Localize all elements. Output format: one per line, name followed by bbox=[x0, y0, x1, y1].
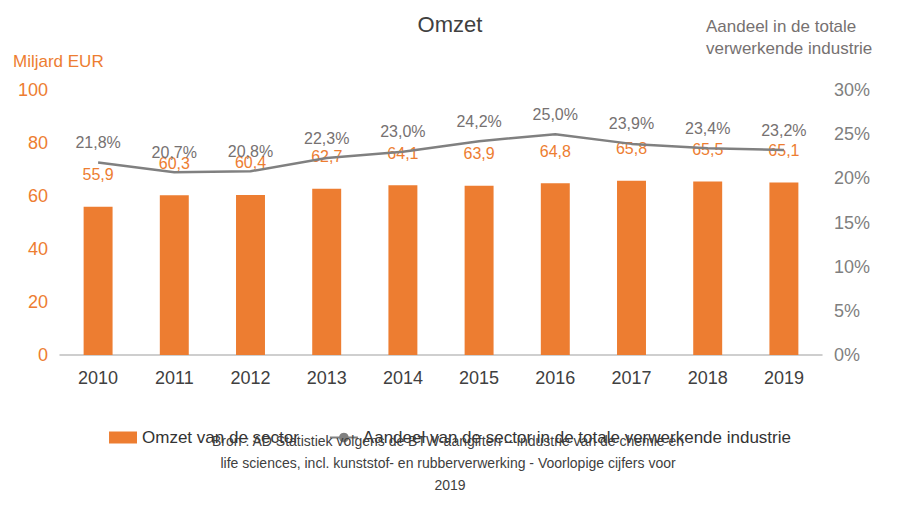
svg-text:verwerkende industrie: verwerkende industrie bbox=[706, 39, 872, 58]
svg-text:Bron : AD Statistiek volgens d: Bron : AD Statistiek volgens de BTW-aang… bbox=[212, 433, 688, 449]
svg-text:60: 60 bbox=[28, 186, 48, 206]
svg-text:2018: 2018 bbox=[688, 368, 728, 388]
svg-text:life sciences, incl. kunststof: life sciences, incl. kunststof- en rubbe… bbox=[220, 455, 679, 471]
svg-text:65,5: 65,5 bbox=[692, 140, 724, 158]
svg-text:23,4%: 23,4% bbox=[685, 120, 730, 137]
svg-text:2010: 2010 bbox=[78, 368, 118, 388]
svg-text:64,8: 64,8 bbox=[540, 143, 571, 160]
svg-text:80: 80 bbox=[28, 133, 48, 153]
svg-text:2015: 2015 bbox=[459, 368, 499, 388]
svg-text:20,8%: 20,8% bbox=[228, 143, 273, 160]
svg-text:2016: 2016 bbox=[535, 368, 575, 388]
svg-text:2019: 2019 bbox=[434, 477, 465, 493]
svg-text:25%: 25% bbox=[834, 124, 870, 144]
svg-text:15%: 15% bbox=[834, 213, 870, 233]
svg-text:100: 100 bbox=[18, 80, 48, 100]
svg-text:20,7%: 20,7% bbox=[152, 144, 197, 161]
svg-text:63,9: 63,9 bbox=[464, 145, 495, 162]
svg-text:24,2%: 24,2% bbox=[456, 113, 501, 130]
svg-text:2014: 2014 bbox=[383, 368, 423, 388]
svg-text:2017: 2017 bbox=[611, 368, 651, 388]
svg-text:30%: 30% bbox=[834, 80, 870, 100]
svg-text:5%: 5% bbox=[834, 301, 860, 321]
svg-text:20%: 20% bbox=[834, 168, 870, 188]
svg-text:Omzet: Omzet bbox=[418, 12, 483, 37]
svg-text:0%: 0% bbox=[834, 345, 860, 365]
svg-text:2013: 2013 bbox=[307, 368, 347, 388]
svg-text:23,0%: 23,0% bbox=[380, 123, 425, 140]
svg-text:64,1: 64,1 bbox=[387, 144, 419, 162]
svg-text:40: 40 bbox=[28, 239, 48, 259]
svg-text:65,1: 65,1 bbox=[768, 142, 800, 159]
svg-text:2019: 2019 bbox=[764, 368, 804, 388]
svg-text:2011: 2011 bbox=[155, 368, 194, 388]
svg-text:65,8: 65,8 bbox=[615, 140, 648, 158]
svg-text:62,7: 62,7 bbox=[311, 148, 343, 166]
svg-text:23,2%: 23,2% bbox=[761, 122, 806, 139]
svg-text:25,0%: 25,0% bbox=[533, 106, 578, 123]
svg-text:Miljard EUR: Miljard EUR bbox=[13, 52, 104, 71]
svg-text:20: 20 bbox=[28, 292, 48, 312]
svg-text:0: 0 bbox=[38, 345, 48, 365]
svg-text:23,9%: 23,9% bbox=[609, 115, 654, 132]
svg-text:21,8%: 21,8% bbox=[75, 134, 120, 151]
svg-text:60,3: 60,3 bbox=[158, 154, 190, 172]
svg-text:22,3%: 22,3% bbox=[304, 130, 349, 147]
svg-text:55,9: 55,9 bbox=[83, 166, 114, 183]
svg-text:Aandeel in de totale: Aandeel in de totale bbox=[706, 17, 861, 36]
svg-text:10%: 10% bbox=[834, 257, 870, 277]
svg-text:2012: 2012 bbox=[230, 368, 270, 388]
